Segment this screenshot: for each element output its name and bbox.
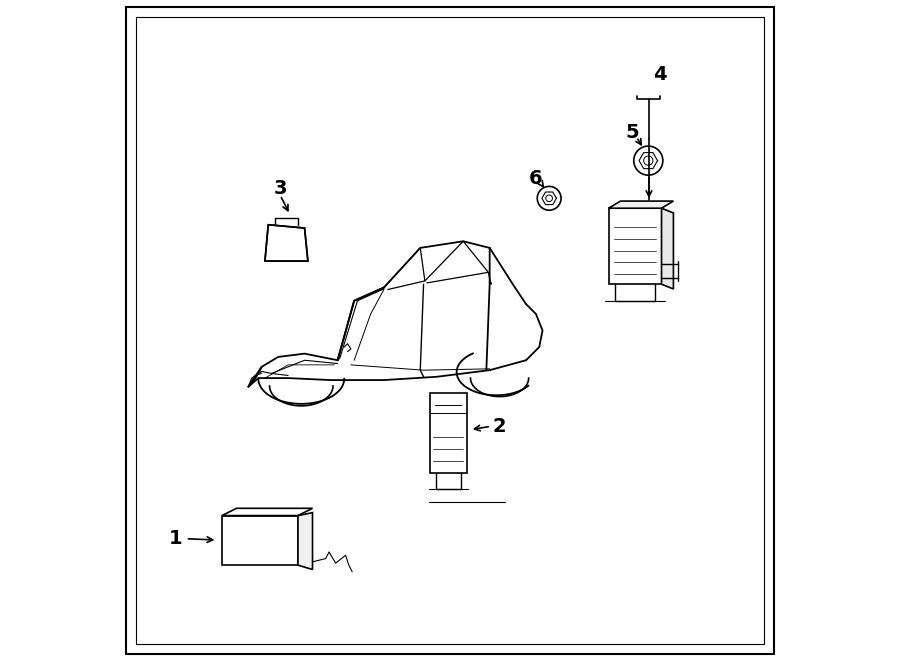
Text: 6: 6	[529, 169, 543, 188]
Polygon shape	[608, 201, 673, 208]
Text: 2: 2	[493, 417, 507, 436]
Circle shape	[545, 195, 553, 202]
Text: 5: 5	[625, 123, 639, 141]
Polygon shape	[662, 208, 673, 289]
Text: 4: 4	[652, 65, 666, 84]
Bar	[222, 516, 298, 565]
Circle shape	[634, 146, 662, 175]
Circle shape	[644, 156, 652, 165]
FancyBboxPatch shape	[126, 7, 774, 654]
Polygon shape	[265, 225, 308, 261]
Text: 1: 1	[169, 529, 183, 548]
Circle shape	[537, 186, 561, 210]
Text: 3: 3	[274, 179, 287, 198]
Polygon shape	[222, 508, 312, 516]
Bar	[430, 393, 466, 473]
Bar	[608, 208, 662, 284]
Polygon shape	[298, 513, 312, 570]
